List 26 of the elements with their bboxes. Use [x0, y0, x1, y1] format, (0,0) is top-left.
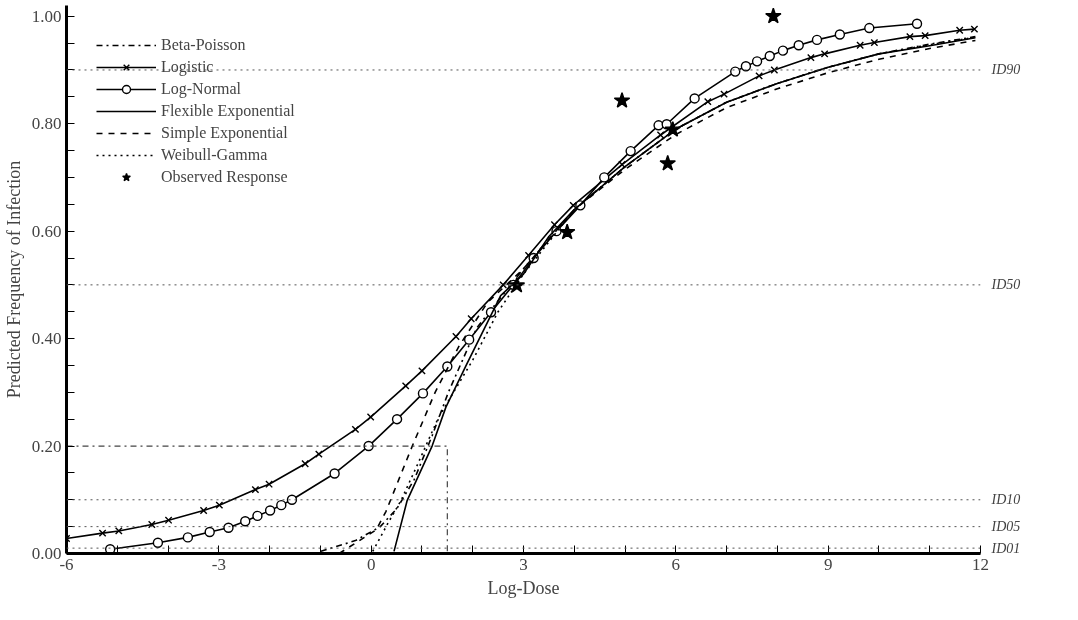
legend-label: Beta-Poisson — [161, 36, 246, 54]
y-tick-label: 0.20 — [31, 436, 62, 456]
x-tick-label: 9 — [823, 554, 833, 574]
y-tick-label: 0.40 — [31, 329, 62, 349]
x-tick-label: 0 — [366, 554, 376, 574]
ref-line-label: ID90 — [990, 62, 1021, 78]
legend-label: Flexible Exponential — [161, 102, 295, 120]
ref-line-label: ID01 — [990, 540, 1021, 556]
x-tick-label: 6 — [671, 554, 681, 574]
legend-label: Observed Response — [161, 168, 288, 186]
ref-line-label: ID50 — [990, 277, 1021, 293]
legend-label: Log-Normal — [161, 80, 241, 98]
y-tick-label: 0.80 — [31, 114, 62, 134]
x-tick-label: 12 — [972, 554, 989, 574]
ref-line-label: ID05 — [990, 519, 1021, 535]
legend-label: Logistic — [161, 58, 214, 76]
legend-label: Weibull-Gamma — [161, 146, 268, 164]
x-tick-label: -3 — [211, 554, 226, 574]
legend-label: Simple Exponential — [161, 124, 288, 142]
y-tick-label: 0.00 — [31, 544, 62, 563]
ref-line-label: ID10 — [990, 492, 1021, 508]
x-axis-title: Log-Dose — [487, 577, 560, 598]
y-tick-label: 0.60 — [31, 221, 62, 241]
x-tick-label: 3 — [519, 554, 528, 574]
y-axis-title: Predicted Frequency of Infection — [3, 160, 24, 399]
y-tick-label: 1.00 — [31, 6, 62, 26]
